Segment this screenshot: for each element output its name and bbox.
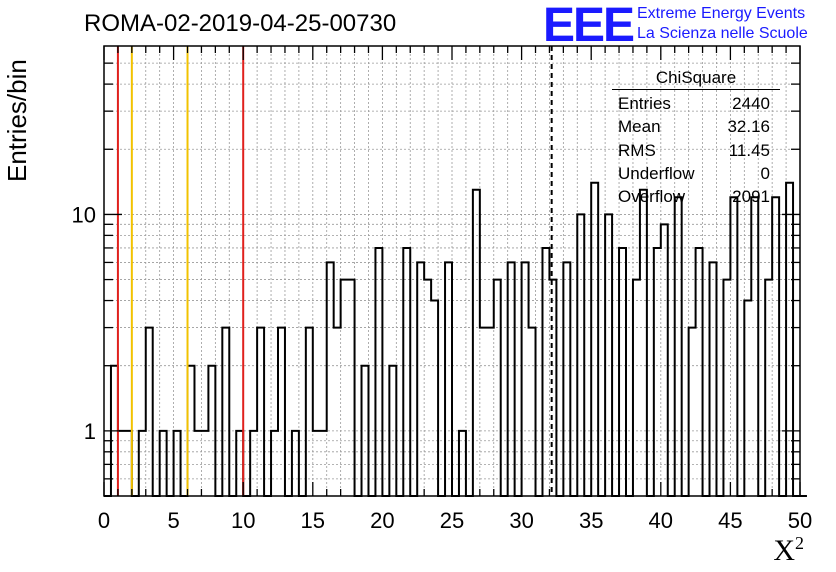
logo-line-1: Extreme Energy Events	[637, 5, 806, 22]
stats-label: Underflow	[618, 163, 695, 183]
x-tick-label: 20	[370, 508, 394, 533]
stats-value: 2091	[732, 187, 770, 207]
x-axis-label: X2	[773, 533, 804, 567]
eee-logo: EEE	[543, 0, 635, 52]
y-axis-label: Entries/bin	[2, 59, 32, 182]
x-tick-label: 15	[301, 508, 325, 533]
logo-line-2: La Scienza nelle Scuole	[637, 25, 808, 42]
x-tick-label: 45	[718, 508, 742, 533]
stats-row: Underflow 0	[612, 162, 780, 185]
y-tick-label: 10	[72, 202, 96, 227]
axes: 0 5 10 15 20 25 30 35 40 45 50 1 10	[72, 45, 812, 533]
logo-caption: Extreme Energy Events La Scienza nelle S…	[637, 4, 808, 44]
reference-lines	[116, 46, 553, 496]
stats-value: 32.16	[727, 117, 770, 137]
x-tick-label: 35	[579, 508, 603, 533]
x-tick-label: 0	[98, 508, 110, 533]
stats-row: Overflow 2091	[612, 185, 780, 208]
x-tick-label: 10	[231, 508, 255, 533]
stats-row: Mean 32.16	[612, 115, 780, 138]
y-tick-label: 1	[84, 419, 96, 444]
x-tick-label: 50	[788, 508, 812, 533]
histogram-line	[104, 181, 807, 497]
stats-row: RMS 11.45	[612, 139, 780, 162]
x-tick-label: 30	[509, 508, 533, 533]
stats-label: Entries	[618, 94, 671, 113]
stats-label: Overflow	[618, 187, 686, 207]
stats-value: 11.45	[728, 140, 770, 160]
stats-value: 2440	[732, 94, 770, 113]
stats-box: ChiSquare Entries 2440 Mean 32.16 RMS 11.45…	[612, 68, 780, 208]
stats-header: ChiSquare	[612, 68, 780, 90]
x-tick-label: 40	[649, 508, 673, 533]
histogram-outline	[104, 181, 807, 497]
stats-label: RMS	[618, 140, 656, 160]
stats-row: Entries 2440	[612, 92, 780, 115]
stats-value: 0	[760, 163, 770, 183]
chart-title: ROMA-02-2019-04-25-00730	[84, 10, 397, 37]
stats-label: Mean	[618, 117, 661, 137]
x-tick-label: 5	[167, 508, 179, 533]
x-tick-label: 25	[440, 508, 464, 533]
